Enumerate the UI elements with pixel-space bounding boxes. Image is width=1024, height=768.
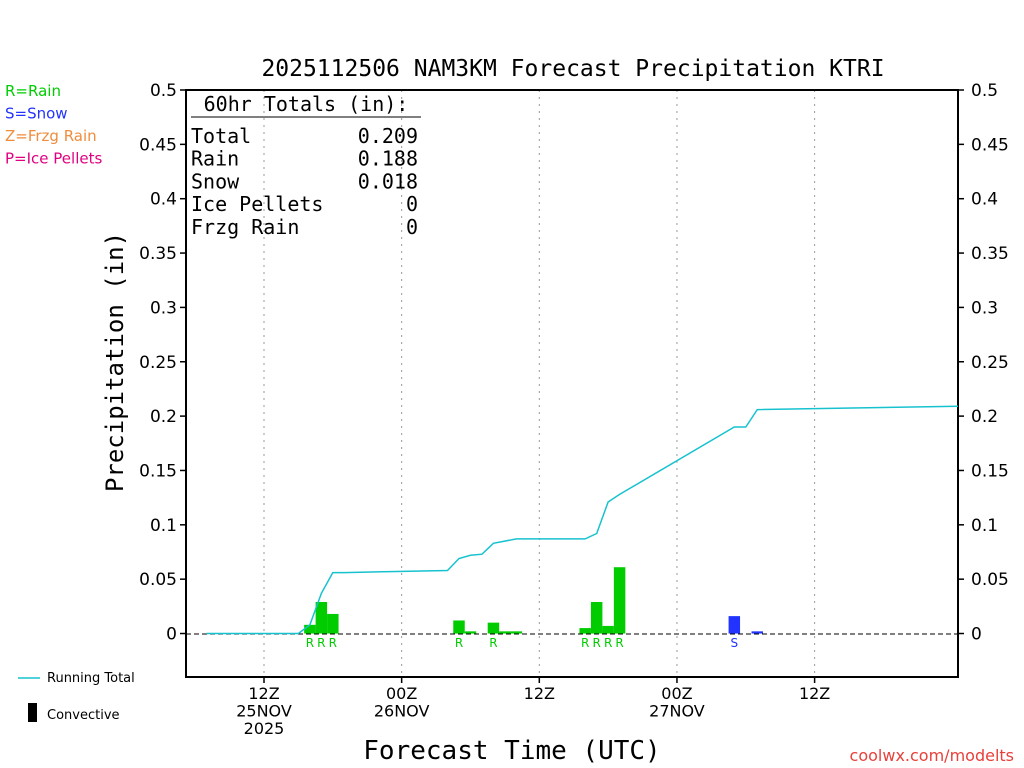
x-tick-label: 27NOV xyxy=(649,702,705,721)
y-tick-label: 0.4 xyxy=(150,190,177,210)
grid-lines xyxy=(263,90,816,677)
precip-type-label: S xyxy=(731,636,739,650)
running-total-legend-label: Running Total xyxy=(47,671,135,686)
precip-type-label: R xyxy=(604,636,612,650)
precip-bar xyxy=(510,631,523,634)
y-tick-label-right: 0.05 xyxy=(971,570,1009,590)
y-tick-label: 0.5 xyxy=(150,81,177,101)
totals-row-label: Total xyxy=(191,124,251,148)
y-axis-label: Precipitation (in) xyxy=(101,232,129,492)
totals-row-value: 0.209 xyxy=(358,124,418,148)
y-tick-label: 0 xyxy=(166,625,177,645)
precip-type-label: R xyxy=(615,636,623,650)
y-tick-label-right: 0.2 xyxy=(971,407,998,427)
precip-type-label: R xyxy=(306,636,314,650)
y-tick-label-right: 0.45 xyxy=(971,135,1009,155)
watermark: coolwx.com/modelts xyxy=(850,746,1014,765)
running-total-line xyxy=(206,405,959,635)
precip-type-label: R xyxy=(455,636,463,650)
precip-type-label: R xyxy=(329,636,337,650)
precip-bar xyxy=(327,613,339,634)
y-tick-label-right: 0.15 xyxy=(971,461,1009,481)
precip-bar xyxy=(499,631,511,634)
x-tick-label: 25NOV xyxy=(236,702,292,721)
totals-row-label: Rain xyxy=(191,147,239,171)
y-tick-label-right: 0.5 xyxy=(971,81,998,101)
y-tick-label-right: 0.3 xyxy=(971,298,998,318)
convective-legend-swatch xyxy=(28,703,37,722)
y-tick-label: 0.3 xyxy=(150,298,177,318)
precip-bar xyxy=(315,601,328,634)
totals-row-label: Ice Pellets xyxy=(191,192,323,216)
legend-entry: R=Rain xyxy=(5,82,61,100)
precip-bar xyxy=(453,620,465,634)
precip-bar xyxy=(728,616,741,634)
y-tick-label: 0.45 xyxy=(139,135,177,155)
y-tick-label: 0.1 xyxy=(150,516,177,536)
precip-type-legend: R=Rain S=Snow Z=Frzg Rain P=Ice Pellets xyxy=(5,82,102,168)
bottom-legend: Running Total Convective xyxy=(18,671,135,723)
legend-entry: S=Snow xyxy=(5,105,68,123)
plot-frame xyxy=(185,89,959,678)
precip-type-label: R xyxy=(317,636,325,650)
precip-bar xyxy=(590,601,603,634)
precip-bar xyxy=(613,567,626,634)
legend-entry: Z=Frzg Rain xyxy=(5,127,97,145)
x-tick-label: 12Z xyxy=(799,684,830,703)
legend-entry: P=Ice Pellets xyxy=(5,150,102,168)
y-tick-label: 0.05 xyxy=(139,570,177,590)
totals-header: 60hr Totals (in): xyxy=(204,92,409,116)
y-tick-label: 0.15 xyxy=(139,461,177,481)
precip-bars xyxy=(304,567,763,634)
totals-row-value: 0.188 xyxy=(358,147,418,171)
totals-row-value: 0 xyxy=(406,192,418,216)
totals-row-label: Snow xyxy=(191,169,240,193)
totals-row-value: 0 xyxy=(406,215,418,239)
y-tick-label: 0.25 xyxy=(139,353,177,373)
y-tick-label: 0.2 xyxy=(150,407,177,427)
precip-type-label: R xyxy=(489,636,497,650)
precip-type-label: R xyxy=(581,636,589,650)
x-tick-label: 00Z xyxy=(386,684,417,703)
precip-bar xyxy=(579,628,591,634)
precip-bar xyxy=(487,622,500,634)
y-axis-right: 0 0.05 0.1 0.15 0.2 0.25 0.3 0.35 0.4 0.45 0.5 xyxy=(958,81,1009,645)
precip-type-label: R xyxy=(592,636,600,650)
x-tick-label: 26NOV xyxy=(374,702,430,721)
y-tick-label-right: 0 xyxy=(971,625,982,645)
precip-bar xyxy=(304,624,316,634)
y-tick-label-right: 0.4 xyxy=(971,190,998,210)
y-tick-label: 0.35 xyxy=(139,244,177,264)
totals-row-label: Frzg Rain xyxy=(191,215,299,239)
x-tick-label: 2025 xyxy=(244,719,285,738)
convective-legend-label: Convective xyxy=(47,708,120,723)
y-tick-label-right: 0.25 xyxy=(971,353,1009,373)
x-tick-label: 00Z xyxy=(661,684,692,703)
totals-row-value: 0.018 xyxy=(358,169,418,193)
y-axis-left: 0 0.05 0.1 0.15 0.2 0.25 0.3 0.35 0.4 0.45 0.5 xyxy=(139,81,186,645)
x-tick-label: 12Z xyxy=(248,684,279,703)
totals-box: 60hr Totals (in): Total 0.209 Rain 0.188 Sno… xyxy=(191,92,421,239)
chart-title: 2025112506 NAM3KM Forecast Precipitation… xyxy=(261,56,884,82)
precip-bar xyxy=(751,631,763,634)
precip-bar xyxy=(602,625,614,634)
y-tick-label-right: 0.35 xyxy=(971,244,1009,264)
y-tick-label-right: 0.1 xyxy=(971,516,998,536)
precip-bar xyxy=(464,631,477,634)
x-tick-label: 12Z xyxy=(524,684,555,703)
x-axis-label: Forecast Time (UTC) xyxy=(363,736,660,766)
